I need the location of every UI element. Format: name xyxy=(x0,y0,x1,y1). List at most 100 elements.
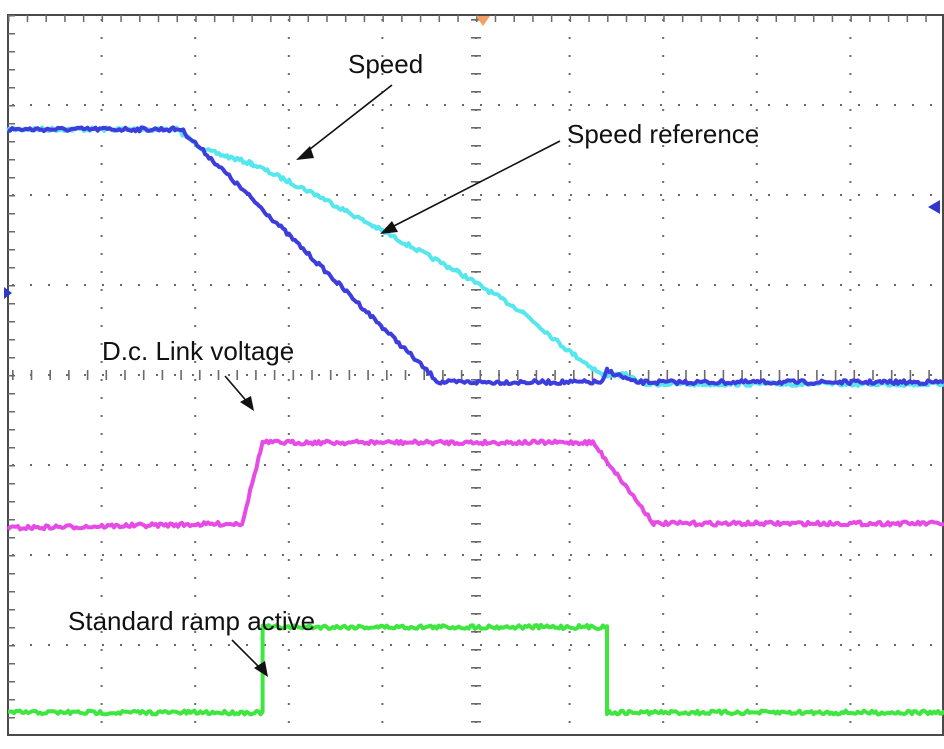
grid-horizontal-dot xyxy=(174,464,176,466)
grid-horizontal-dot xyxy=(282,104,284,106)
grid-vertical-dot xyxy=(849,343,852,345)
grid-vertical-dot xyxy=(755,451,758,453)
grid-horizontal-dot xyxy=(534,554,536,556)
grid-vertical-dot xyxy=(662,289,665,291)
grid-horizontal-dot xyxy=(210,644,212,646)
grid-horizontal-dot xyxy=(498,194,500,196)
grid-vertical-dot xyxy=(568,91,571,93)
center-axis-tick xyxy=(471,595,481,597)
grid-vertical-dot xyxy=(662,577,665,579)
center-axis-tick xyxy=(471,307,481,309)
grid-vertical-dot xyxy=(287,163,290,165)
grid-vertical-dot xyxy=(287,595,290,597)
grid-vertical-dot xyxy=(755,487,758,489)
center-axis-tick xyxy=(199,370,201,380)
grid-vertical-dot xyxy=(194,343,197,345)
grid-horizontal-dot xyxy=(120,464,122,466)
grid-horizontal-dot xyxy=(678,464,680,466)
grid-horizontal-dot xyxy=(786,464,788,466)
grid-horizontal-dot xyxy=(876,104,878,106)
grid-horizontal-dot xyxy=(30,554,32,556)
grid-horizontal-dot xyxy=(66,644,68,646)
grid-horizontal-dot xyxy=(120,374,122,376)
grid-horizontal-dot xyxy=(192,104,194,106)
grid-vertical-dot xyxy=(568,73,571,75)
grid-horizontal-dot xyxy=(822,554,824,556)
edge-tick xyxy=(887,15,890,22)
grid-vertical-dot xyxy=(755,721,758,723)
grid-horizontal-dot xyxy=(318,374,320,376)
grid-horizontal-dot xyxy=(588,194,590,196)
center-axis-tick xyxy=(292,370,295,380)
grid-horizontal-dot xyxy=(426,104,428,106)
grid-vertical-dot xyxy=(755,91,758,93)
center-axis-tick xyxy=(516,370,519,380)
grid-vertical-dot xyxy=(568,343,571,345)
grid-horizontal-dot xyxy=(174,644,176,646)
grid-vertical-dot xyxy=(662,109,665,111)
grid-horizontal-dot xyxy=(552,284,554,286)
grid-horizontal-dot xyxy=(840,464,842,466)
grid-horizontal-dot xyxy=(462,374,464,376)
grid-vertical-dot xyxy=(568,667,571,669)
grid-horizontal-dot xyxy=(660,194,662,196)
grid-horizontal-dot xyxy=(228,284,230,286)
edge-tick xyxy=(8,375,15,377)
grid-vertical-dot xyxy=(100,55,103,57)
center-axis-tick xyxy=(535,370,538,380)
center-axis-tick xyxy=(273,370,276,380)
grid-horizontal-dot xyxy=(696,374,698,376)
grid-vertical-dot xyxy=(194,667,197,669)
edge-tick xyxy=(794,15,796,22)
grid-vertical-dot xyxy=(849,505,852,507)
grid-horizontal-dot xyxy=(768,644,770,646)
center-axis-tick xyxy=(311,370,313,380)
grid-horizontal-dot xyxy=(732,464,734,466)
grid-vertical-dot xyxy=(755,343,758,345)
grid-horizontal-dot xyxy=(372,194,374,196)
grid-horizontal-dot xyxy=(588,644,590,646)
grid-horizontal-dot xyxy=(570,644,572,646)
grid-vertical-dot xyxy=(568,181,571,183)
grid-horizontal-dot xyxy=(156,554,158,556)
grid-horizontal-dot xyxy=(876,554,878,556)
grid-horizontal-dot xyxy=(102,464,104,466)
grid-horizontal-dot xyxy=(642,644,644,646)
grid-horizontal-dot xyxy=(336,374,338,376)
grid-horizontal-dot xyxy=(156,194,158,196)
grid-horizontal-dot xyxy=(228,104,230,106)
grid-horizontal-dot xyxy=(192,644,194,646)
grid-horizontal-dot xyxy=(588,104,590,106)
grid-horizontal-dot xyxy=(732,554,734,556)
edge-tick xyxy=(738,15,740,22)
grid-horizontal-dot xyxy=(570,284,572,286)
grid-horizontal-dot xyxy=(858,284,860,286)
center-axis-tick xyxy=(816,370,818,380)
edge-tick xyxy=(775,15,778,22)
grid-horizontal-dot xyxy=(822,374,824,376)
grid-vertical-dot xyxy=(194,235,197,237)
edge-tick xyxy=(8,267,15,269)
grid-horizontal-dot xyxy=(678,194,680,196)
grid-vertical-dot xyxy=(568,703,571,705)
grid-horizontal-dot xyxy=(192,284,194,286)
grid-vertical-dot xyxy=(381,361,384,363)
grid-vertical-dot xyxy=(194,73,197,75)
grid-horizontal-dot xyxy=(192,194,194,196)
arrow-speed xyxy=(304,84,393,154)
edge-tick xyxy=(8,699,15,701)
grid-vertical-dot xyxy=(194,379,197,381)
center-axis-tick xyxy=(741,370,743,380)
grid-vertical-dot xyxy=(568,415,571,417)
grid-vertical-dot xyxy=(849,127,852,129)
grid-horizontal-dot xyxy=(858,464,860,466)
edge-tick xyxy=(8,303,15,305)
grid-horizontal-dot xyxy=(372,104,374,106)
edge-tick xyxy=(8,393,15,395)
grid-vertical-dot xyxy=(849,217,852,219)
grid-vertical-dot xyxy=(662,235,665,237)
grid-vertical-dot xyxy=(755,235,758,237)
edge-tick xyxy=(232,15,235,22)
grid-vertical-dot xyxy=(100,145,103,147)
grid-horizontal-dot xyxy=(876,284,878,286)
